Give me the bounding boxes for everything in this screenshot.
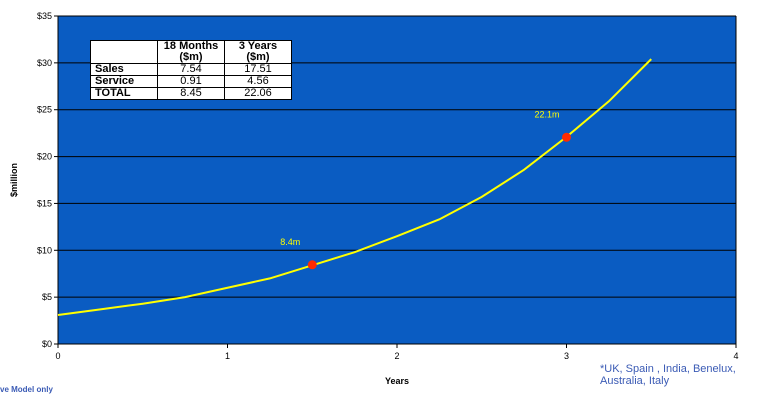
y-tick-label: $20 [37, 152, 52, 162]
header-label: 18 Months [163, 40, 219, 52]
y-tick-label: $15 [37, 198, 52, 208]
revenue-table: 18 Months ($m) 3 Years ($m) Sales 7.54 1… [90, 40, 292, 100]
table-header-row: 18 Months ($m) 3 Years ($m) [90, 40, 292, 64]
highlight-marker [562, 132, 571, 142]
x-tick-labels: 0 1 2 3 4 [55, 351, 738, 361]
cell-value: 4.56 [224, 75, 292, 88]
footnote: *UK, Spain , India, Benelux, Australia, … [600, 363, 736, 387]
x-tick-label: 4 [733, 351, 738, 361]
x-tick-label: 1 [225, 351, 230, 361]
table-corner [90, 40, 158, 64]
table-header-18-months: 18 Months ($m) [157, 40, 225, 64]
highlight-label: 22.1m [535, 109, 560, 119]
y-tick-label: $25 [37, 105, 52, 115]
cell-value: 8.45 [157, 87, 225, 100]
row-label: Service [90, 75, 158, 88]
highlight-markers: 8.4m 22.1m [280, 109, 571, 270]
cell-value: 17.51 [224, 63, 292, 76]
series-line [57, 58, 652, 316]
x-axis-title: Years [385, 376, 409, 386]
y-tick-label: $35 [37, 11, 52, 21]
table-row: Service 0.91 4.56 [90, 75, 292, 88]
y-tick-label: $10 [37, 245, 52, 255]
y-tick-label: $0 [42, 339, 52, 349]
header-unit: ($m) [246, 51, 270, 63]
left-note: ve Model only [0, 385, 53, 394]
y-tick-label: $5 [42, 292, 52, 302]
y-axis-title: $million [9, 163, 19, 197]
highlight-marker [307, 260, 317, 270]
table-header-3-years: 3 Years ($m) [224, 40, 292, 64]
y-tick-labels: $0 $5 $10 $15 $20 $25 $30 $35 [37, 11, 52, 349]
row-label: TOTAL [90, 87, 158, 100]
x-tick-label: 0 [55, 351, 60, 361]
cell-value: 22.06 [224, 87, 292, 100]
cell-value: 7.54 [157, 63, 225, 76]
header-unit: ($m) [179, 51, 203, 63]
row-label: Sales [90, 63, 158, 76]
axes [54, 15, 737, 348]
x-tick-label: 3 [564, 351, 569, 361]
x-tick-label: 2 [394, 351, 399, 361]
highlight-label: 8.4m [280, 237, 300, 247]
header-label: 3 Years [238, 40, 278, 52]
cell-value: 0.91 [157, 75, 225, 88]
table-row: Sales 7.54 17.51 [90, 63, 292, 76]
table-row-total: TOTAL 8.45 22.06 [90, 87, 292, 100]
y-tick-label: $30 [37, 58, 52, 68]
